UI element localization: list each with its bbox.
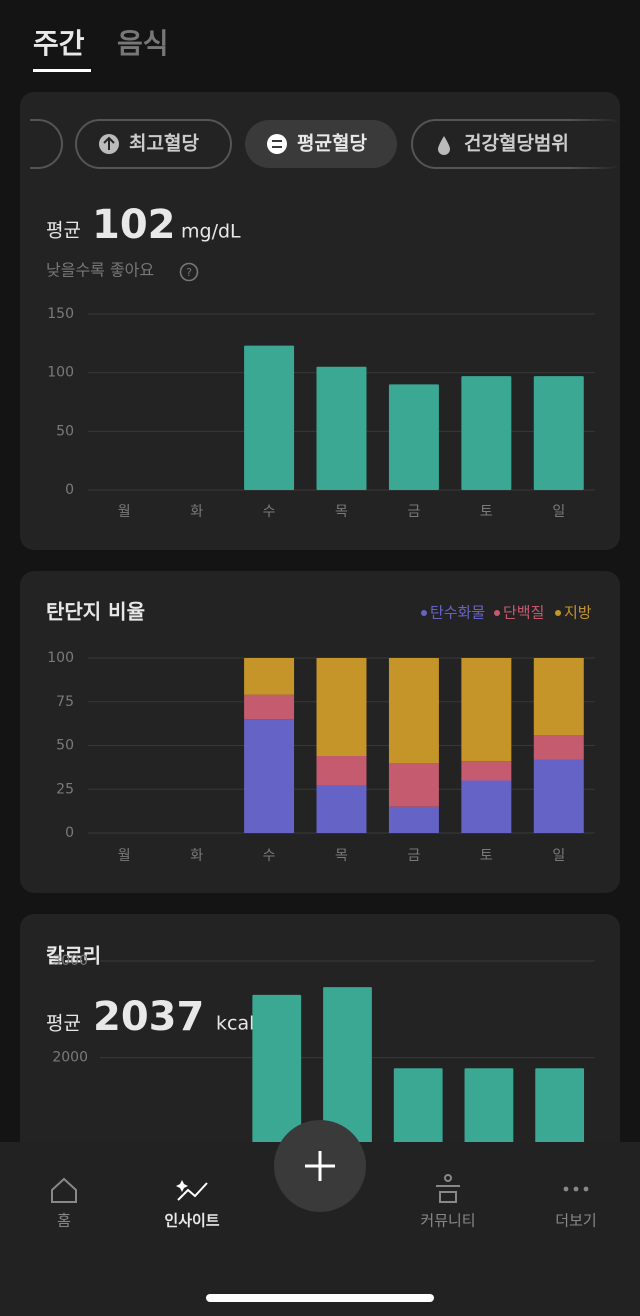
y-tick-label: 25 bbox=[56, 781, 74, 797]
icon bbox=[103, 136, 115, 150]
x-tick-label: 일 bbox=[552, 504, 565, 520]
bar-segment bbox=[388, 763, 439, 807]
y-tick-label: 0 bbox=[65, 825, 74, 841]
y-tick-label: 0 bbox=[65, 482, 74, 498]
y-tick-label: 75 bbox=[56, 694, 74, 710]
card-title: 탄단지 비율 bbox=[46, 600, 145, 624]
bar-segment bbox=[533, 658, 584, 735]
y-tick-label: 3000 bbox=[52, 953, 88, 969]
icon bbox=[563, 1186, 569, 1192]
bar bbox=[461, 376, 512, 490]
bar-segment bbox=[388, 658, 439, 763]
help-icon[interactable] bbox=[179, 262, 199, 282]
legend-dot bbox=[421, 610, 427, 616]
bar-segment bbox=[316, 756, 367, 786]
bar-segment bbox=[244, 719, 295, 833]
bar-segment bbox=[461, 780, 512, 833]
help-icon: ? bbox=[186, 266, 192, 279]
y-tick-label: 100 bbox=[47, 650, 74, 666]
tab[interactable]: 음식 bbox=[117, 27, 169, 60]
nav-item[interactable]: 인사이트 bbox=[164, 1212, 219, 1230]
avg-value: 102 bbox=[92, 202, 176, 248]
x-tick-label: 목 bbox=[335, 504, 348, 520]
y-tick-label: 100 bbox=[47, 365, 74, 381]
tab-indicator bbox=[33, 69, 91, 72]
bar-segment bbox=[244, 694, 295, 720]
x-tick-label: 월 bbox=[118, 848, 131, 864]
x-tick-label: 금 bbox=[407, 504, 420, 520]
unit: mg/dL bbox=[181, 221, 241, 243]
legend-label: 지방 bbox=[564, 604, 592, 622]
chip[interactable] bbox=[75, 119, 232, 169]
nav-item[interactable]: 홈 bbox=[57, 1212, 71, 1230]
nav-item[interactable]: 더보기 bbox=[555, 1212, 596, 1230]
bar-segment bbox=[244, 658, 295, 695]
chip-label: 최고혈당 bbox=[129, 132, 199, 155]
x-tick-label: 화 bbox=[190, 504, 203, 520]
avg-label: 평균 bbox=[46, 1013, 81, 1035]
card-title: 칼로리 bbox=[46, 944, 101, 968]
x-tick-label: 일 bbox=[552, 848, 565, 864]
fade bbox=[570, 110, 620, 180]
icon bbox=[438, 136, 450, 155]
avg-value: 2037 bbox=[93, 994, 204, 1040]
y-tick-label: 150 bbox=[47, 306, 74, 322]
x-tick-label: 목 bbox=[335, 848, 348, 864]
x-tick-label: 화 bbox=[190, 848, 203, 864]
chips: 최고혈당 평균혈당 건강혈당범위 bbox=[30, 110, 632, 180]
legend-label: 탄수화물 bbox=[430, 604, 485, 622]
legend-dot bbox=[555, 610, 561, 616]
chip[interactable] bbox=[30, 119, 63, 169]
chip[interactable] bbox=[411, 119, 632, 169]
chip-label: 평균혈당 bbox=[297, 132, 367, 155]
x-tick-label: 수 bbox=[263, 504, 276, 520]
bar-segment bbox=[388, 806, 439, 833]
bar-segment bbox=[316, 658, 367, 756]
tab[interactable]: 주간 bbox=[33, 27, 85, 60]
bar-segment bbox=[533, 735, 584, 760]
chip-label: 건강혈당범위 bbox=[464, 132, 569, 155]
bar-segment bbox=[461, 761, 512, 781]
icon bbox=[267, 134, 287, 154]
bar-segment bbox=[461, 658, 512, 762]
bar bbox=[388, 384, 439, 490]
x-tick-label: 토 bbox=[480, 504, 493, 520]
bottom-nav: 홈 인사이트 커뮤니티 더보기 bbox=[0, 1120, 640, 1316]
icon bbox=[444, 1174, 452, 1182]
macro-chart: 0 25 50 75 100 월 화 수 목 금 토 일 bbox=[47, 650, 595, 864]
y-tick-label: 2000 bbox=[52, 1050, 88, 1066]
icon bbox=[176, 1180, 188, 1192]
bar-segment bbox=[533, 759, 584, 833]
legend-label: 단백질 bbox=[503, 604, 544, 622]
home-indicator bbox=[206, 1294, 434, 1302]
icon bbox=[272, 140, 282, 148]
legend-dot bbox=[494, 610, 500, 616]
bar bbox=[533, 376, 584, 490]
y-tick-label: 50 bbox=[56, 738, 74, 754]
unit: kcal bbox=[216, 1013, 254, 1035]
hint: 낮을수록 좋아요 bbox=[46, 261, 154, 280]
icon bbox=[51, 1177, 77, 1203]
bar-segment bbox=[316, 785, 367, 833]
x-tick-label: 월 bbox=[118, 504, 131, 520]
icon bbox=[177, 1182, 208, 1201]
chip-active[interactable] bbox=[245, 120, 397, 168]
bar bbox=[244, 345, 295, 490]
glucose-chart: 0 50 100 150 월 화 수 목 금 토 일 bbox=[47, 306, 595, 520]
icon bbox=[573, 1186, 579, 1192]
x-tick-label: 금 bbox=[407, 848, 420, 864]
bar bbox=[316, 366, 367, 490]
x-tick-label: 수 bbox=[263, 848, 276, 864]
y-tick-label: 50 bbox=[56, 423, 74, 439]
avg-label: 평균 bbox=[46, 220, 81, 242]
icon bbox=[583, 1186, 589, 1192]
icon bbox=[305, 1151, 335, 1181]
nav-item[interactable]: 커뮤니티 bbox=[420, 1212, 475, 1230]
legend: 탄수화물 단백질 지방 bbox=[421, 604, 592, 622]
icon bbox=[436, 1185, 460, 1203]
x-tick-label: 토 bbox=[480, 848, 493, 864]
